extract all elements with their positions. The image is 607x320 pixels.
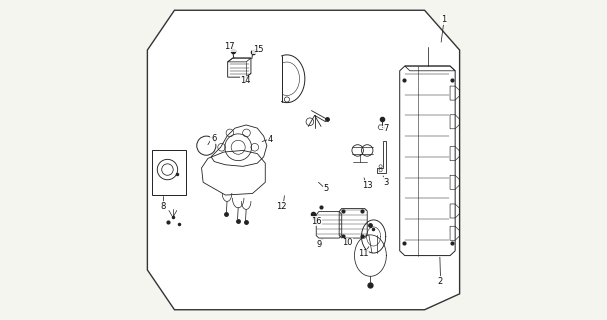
Text: 15: 15 bbox=[253, 44, 263, 54]
Text: 4: 4 bbox=[268, 135, 273, 144]
Text: 3: 3 bbox=[383, 178, 388, 187]
Text: 8: 8 bbox=[161, 202, 166, 211]
Text: 16: 16 bbox=[311, 217, 322, 226]
Text: 6: 6 bbox=[211, 134, 216, 143]
Text: 1: 1 bbox=[441, 15, 446, 24]
Polygon shape bbox=[148, 10, 459, 310]
Text: 2: 2 bbox=[438, 276, 443, 285]
Text: 11: 11 bbox=[358, 250, 368, 259]
Text: 5: 5 bbox=[323, 184, 328, 193]
Text: 9: 9 bbox=[316, 240, 322, 249]
Text: 7: 7 bbox=[384, 124, 389, 132]
Text: 13: 13 bbox=[362, 181, 373, 190]
Text: 10: 10 bbox=[342, 238, 353, 247]
Text: 17: 17 bbox=[224, 42, 235, 52]
Text: 12: 12 bbox=[276, 202, 287, 211]
Text: 14: 14 bbox=[240, 76, 251, 85]
